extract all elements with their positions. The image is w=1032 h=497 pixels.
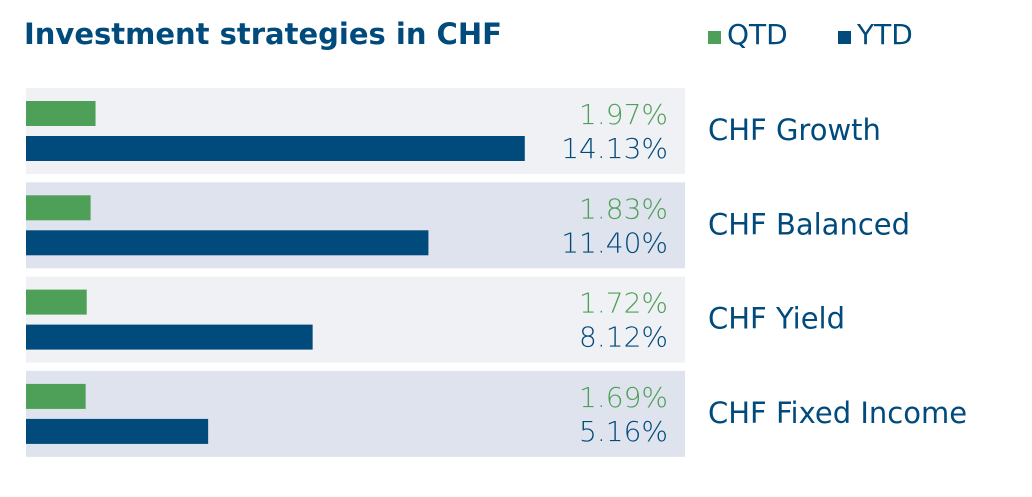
category-label: CHF Balanced [708, 207, 910, 241]
legend-label: YTD [856, 18, 913, 51]
chart-title: Investment strategies in CHF [24, 17, 502, 51]
bar [26, 418, 209, 444]
value-label: 1.72% [579, 287, 668, 320]
value-label: 1.69% [579, 381, 668, 414]
legend-swatch [708, 31, 721, 44]
bar [26, 324, 313, 350]
value-label: 1.97% [579, 98, 668, 131]
bar [26, 101, 96, 126]
category-label: CHF Yield [708, 302, 845, 336]
bar [26, 383, 86, 409]
bar [26, 136, 525, 161]
legend-swatch [838, 31, 851, 44]
value-label: 5.16% [579, 415, 668, 448]
category-label: CHF Growth [708, 113, 881, 147]
category-label: CHF Fixed Income [708, 396, 967, 430]
value-label: 14.13% [561, 132, 668, 165]
value-label: 11.40% [561, 226, 668, 259]
bar [26, 195, 91, 221]
value-label: 1.83% [579, 192, 668, 225]
value-label: 8.12% [579, 321, 668, 354]
bar [26, 289, 87, 315]
bar [26, 230, 429, 256]
legend-label: QTD [727, 18, 788, 51]
